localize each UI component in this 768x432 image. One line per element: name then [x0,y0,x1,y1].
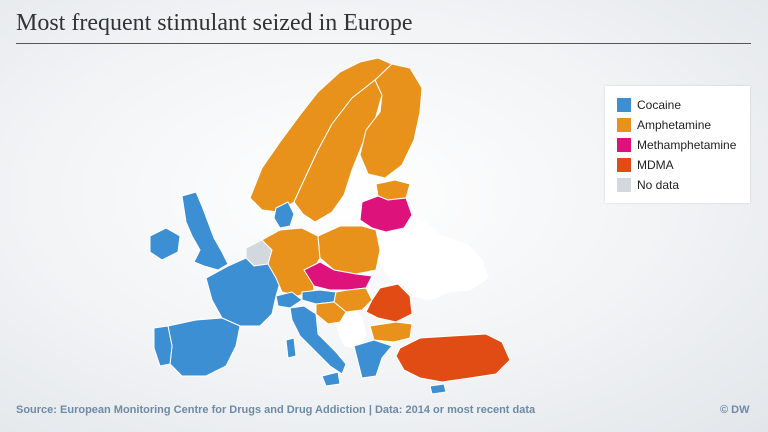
country-finland [359,63,423,179]
country-czech-slovakia [303,261,373,291]
country-poland [317,225,381,275]
legend-item-amphetamine: Amphetamine [617,117,711,133]
country-romania [365,283,413,323]
legend-swatch-methamphetamine [617,138,631,152]
country-cyprus [429,383,447,395]
country-denmark [273,201,295,229]
legend-label: Methamphetamine [637,138,737,152]
country-belarus-ukraine [371,211,489,301]
country-germany [261,227,321,297]
country-italy [289,305,347,375]
legend: Cocaine Amphetamine Methamphetamine MDMA… [605,86,750,203]
country-uk [181,191,229,271]
country-bulgaria [369,321,413,343]
country-turkey [395,333,511,383]
copyright-credit: © DW [720,404,750,416]
legend-item-mdma: MDMA [617,157,674,173]
legend-label: Cocaine [637,98,682,112]
country-latvia-lithuania [359,195,413,233]
legend-label: No data [637,178,680,192]
legend-swatch-no-data [617,178,631,192]
country-sardinia [285,337,297,359]
country-ireland [149,227,181,261]
page-title: Most frequent stimulant seized in Europe [16,10,413,36]
country-sicily [321,371,341,387]
country-spain [167,317,241,377]
legend-item-cocaine: Cocaine [617,97,681,113]
country-portugal [153,325,173,367]
source-note: Source: European Monitoring Centre for D… [16,404,536,416]
legend-swatch-amphetamine [617,118,631,132]
legend-item-methamphetamine: Methamphetamine [617,137,736,153]
title-divider [16,43,751,44]
legend-label: MDMA [637,158,674,172]
legend-label: Amphetamine [637,118,712,132]
legend-swatch-cocaine [617,98,631,112]
country-switzerland [275,291,303,309]
legend-swatch-mdma [617,158,631,172]
legend-item-no-data: No data [617,177,679,193]
country-greece [353,339,393,379]
